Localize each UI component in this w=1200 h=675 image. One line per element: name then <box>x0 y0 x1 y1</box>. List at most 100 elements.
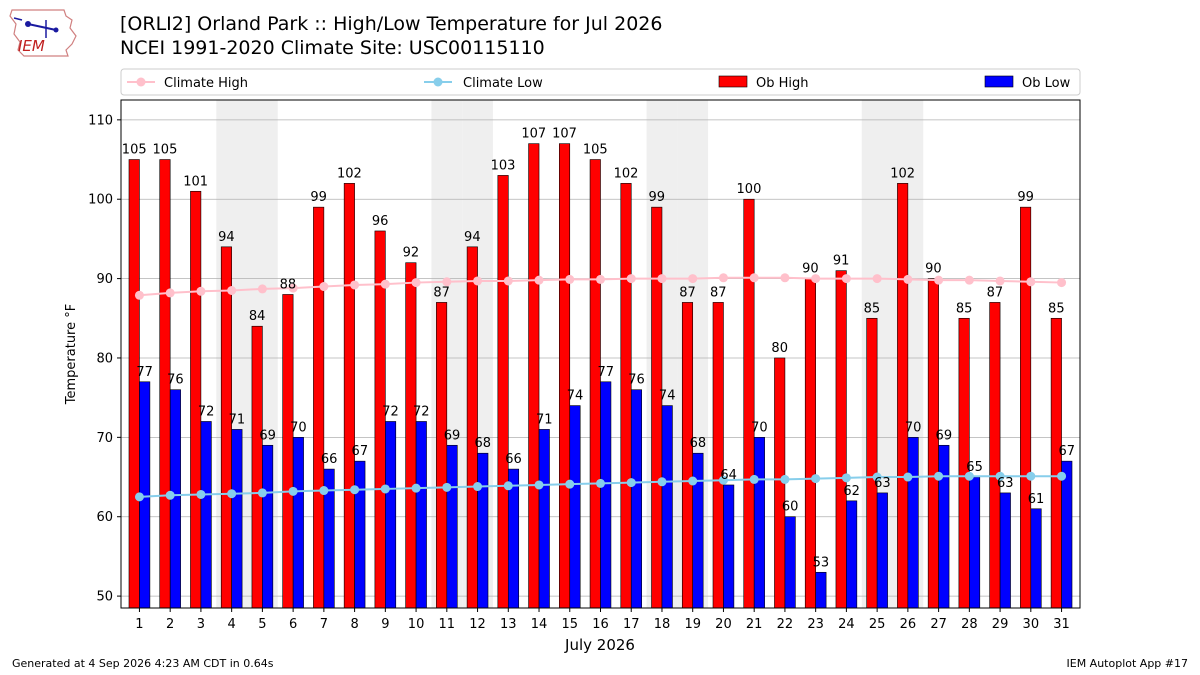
x-tick-label-24: 24 <box>838 617 855 632</box>
ob-high-label-3: 101 <box>183 174 208 189</box>
ob-high-label-21: 100 <box>737 182 762 197</box>
climate-low-point-31 <box>1057 471 1067 481</box>
climate-high-point-14 <box>534 275 544 285</box>
climate-high-point-21 <box>749 273 759 283</box>
climate-low-point-5 <box>257 488 267 498</box>
ob-low-label-6: 70 <box>290 420 307 435</box>
climate-low-point-7 <box>319 486 329 496</box>
x-tick-label-17: 17 <box>623 617 640 632</box>
ob-low-bar-10 <box>415 421 427 609</box>
x-tick-label-3: 3 <box>197 617 205 632</box>
ob-high-label-10: 92 <box>403 246 420 261</box>
climate-low-point-16 <box>596 478 605 488</box>
ob-high-bar-13 <box>497 175 509 609</box>
climate-low-point-9 <box>380 484 390 494</box>
ob-high-label-13: 103 <box>491 158 516 173</box>
climate-low-point-17 <box>626 478 636 488</box>
x-tick-label-6: 6 <box>289 617 297 632</box>
ob-low-label-5: 69 <box>259 428 276 443</box>
ob-high-bar-4 <box>220 246 232 609</box>
climate-low-point-25 <box>872 472 882 482</box>
x-tick-label-25: 25 <box>869 617 886 632</box>
climate-high-point-19 <box>688 274 698 284</box>
climate-high-point-30 <box>1026 277 1036 287</box>
ob-high-label-23: 90 <box>802 262 819 277</box>
climate-high-point-29 <box>995 276 1005 286</box>
ob-low-bar-17 <box>630 389 642 609</box>
ob-high-bar-21 <box>743 198 755 609</box>
climate-low-point-15 <box>565 479 575 489</box>
ob-low-label-19: 68 <box>690 436 707 451</box>
ob-low-bar-21 <box>753 437 765 609</box>
ob-low-bar-29 <box>999 492 1011 609</box>
ob-low-label-1: 77 <box>136 365 153 380</box>
ob-low-label-26: 70 <box>905 420 922 435</box>
climate-high-point-28 <box>964 275 974 285</box>
climate-low-point-2 <box>165 490 175 500</box>
x-tick-label-28: 28 <box>961 617 978 632</box>
ob-high-label-14: 107 <box>521 127 546 142</box>
ob-high-label-28: 85 <box>956 301 973 316</box>
climate-high-point-15 <box>565 274 575 284</box>
climate-low-point-26 <box>903 472 913 482</box>
x-tick-label-10: 10 <box>408 617 425 632</box>
ob-high-label-6: 88 <box>280 277 297 292</box>
climate-low-point-11 <box>442 482 452 492</box>
ob-high-bar-20 <box>712 302 724 609</box>
climate-low-point-27 <box>934 471 944 481</box>
ob-high-label-30: 99 <box>1017 190 1034 205</box>
x-tick-label-19: 19 <box>684 617 701 632</box>
legend-ob-high-swatch <box>718 75 748 88</box>
climate-high-point-27 <box>934 275 944 285</box>
x-tick-label-29: 29 <box>992 617 1009 632</box>
ob-low-label-15: 74 <box>567 389 584 404</box>
ob-high-label-5: 84 <box>249 309 266 324</box>
ob-low-bar-20 <box>723 484 735 609</box>
climate-high-point-22 <box>780 273 790 283</box>
ob-low-bar-22 <box>784 516 796 609</box>
x-tick-label-5: 5 <box>258 617 266 632</box>
footer-app: IEM Autoplot App #17 <box>1066 657 1189 670</box>
ob-low-bar-8 <box>354 460 366 609</box>
ob-low-bar-12 <box>477 452 489 609</box>
ob-high-bar-8 <box>343 183 355 609</box>
x-axis-label: July 2026 <box>564 636 635 654</box>
x-tick-label-30: 30 <box>1023 617 1040 632</box>
ob-low-bar-3 <box>200 421 212 609</box>
ob-low-label-20: 64 <box>720 468 737 483</box>
y-tick-label-90: 90 <box>96 272 113 287</box>
climate-high-point-11 <box>442 277 452 287</box>
legend-climate-low-marker <box>433 77 443 87</box>
climate-high-point-23 <box>811 274 821 284</box>
x-tick-label-4: 4 <box>228 617 236 632</box>
climate-high-point-18 <box>657 274 667 284</box>
x-tick-label-22: 22 <box>777 617 794 632</box>
ob-high-label-17: 102 <box>614 166 639 181</box>
climate-high-point-2 <box>165 288 175 298</box>
x-tick-label-7: 7 <box>320 617 328 632</box>
ob-low-label-8: 67 <box>352 444 369 459</box>
ob-low-label-10: 72 <box>413 404 430 419</box>
ob-low-bar-24 <box>846 500 858 609</box>
ob-high-label-27: 90 <box>925 262 942 277</box>
ob-high-bar-7 <box>313 206 325 609</box>
x-tick-label-13: 13 <box>500 617 517 632</box>
ob-low-bar-9 <box>385 421 397 609</box>
climate-low-point-22 <box>780 474 790 484</box>
x-tick-label-18: 18 <box>654 617 671 632</box>
ob-high-label-29: 87 <box>987 285 1004 300</box>
ob-low-bar-31 <box>1061 460 1073 609</box>
y-tick-label-80: 80 <box>96 351 113 366</box>
legend-ob-low-swatch <box>984 75 1014 88</box>
ob-low-bar-14 <box>538 429 550 609</box>
x-tick-label-12: 12 <box>469 617 486 632</box>
ob-high-label-8: 102 <box>337 166 362 181</box>
ob-high-label-24: 91 <box>833 254 850 269</box>
climate-high-point-5 <box>257 284 267 294</box>
ob-low-bar-6 <box>292 437 304 609</box>
ob-low-label-27: 69 <box>936 428 953 443</box>
climate-high-point-26 <box>903 274 913 284</box>
climate-high-point-12 <box>473 276 483 286</box>
ob-low-bar-5 <box>262 444 274 609</box>
